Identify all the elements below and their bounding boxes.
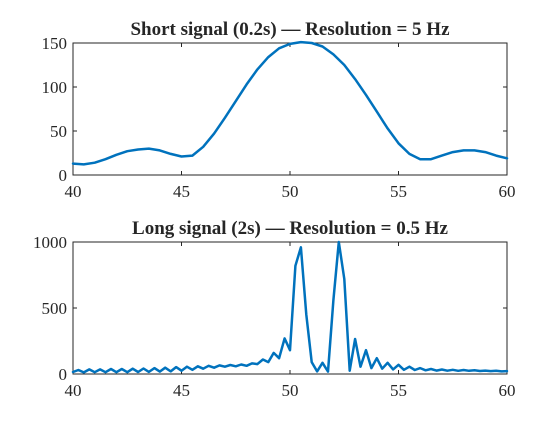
x-tick-label: 55: [390, 381, 407, 400]
x-tick-label: 55: [390, 182, 407, 201]
x-tick-label: 45: [173, 182, 190, 201]
y-tick-label: 50: [50, 122, 67, 141]
x-tick-label: 40: [65, 381, 82, 400]
x-tick-label: 60: [499, 182, 516, 201]
panel-title-1: Short signal (0.2s) — Resolution = 5 Hz: [130, 19, 450, 40]
x-tick-label: 40: [65, 182, 82, 201]
plot-frame-2: [72, 241, 508, 375]
y-tick-label: 1000: [33, 233, 67, 252]
series-line-2-1: [71, 240, 509, 374]
y-tick-label: 0: [59, 365, 68, 384]
y-tick-label: 100: [42, 78, 68, 97]
series-line-1-1: [71, 40, 509, 166]
x-tick-label: 60: [499, 381, 516, 400]
x-tick-label: 45: [173, 381, 190, 400]
panel-title-2: Long signal (2s) — Resolution = 0.5 Hz: [132, 218, 448, 239]
x-tick-label: 50: [282, 182, 299, 201]
x-tick-label: 50: [282, 381, 299, 400]
y-tick-label: 0: [59, 166, 68, 185]
y-tick-label: 500: [42, 299, 68, 318]
y-tick-label: 150: [42, 34, 68, 53]
